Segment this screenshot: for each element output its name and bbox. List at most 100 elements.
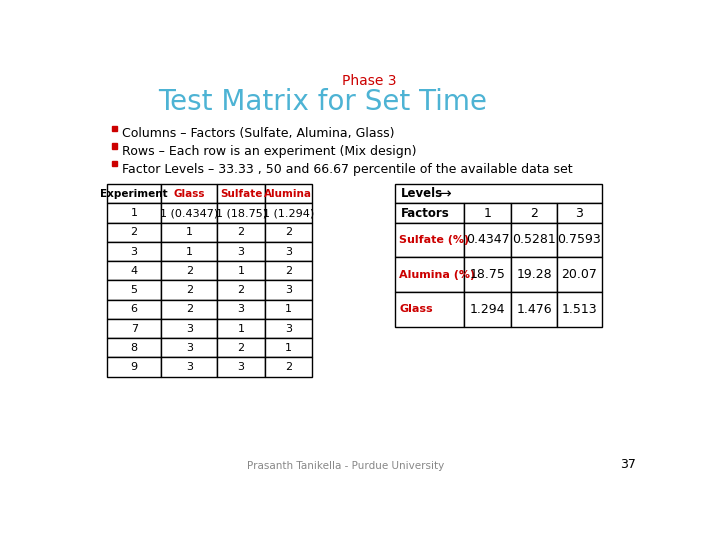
Bar xyxy=(265,261,312,280)
Bar xyxy=(395,204,464,222)
Text: 3: 3 xyxy=(130,247,138,256)
Text: 1.513: 1.513 xyxy=(562,303,597,316)
Bar xyxy=(464,204,510,222)
Text: 2: 2 xyxy=(130,227,138,237)
Bar xyxy=(265,204,312,222)
Text: 1: 1 xyxy=(186,247,193,256)
Text: 19.28: 19.28 xyxy=(516,268,552,281)
Text: Factor Levels – 33.33 , 50 and 66.67 percentile of the available data set: Factor Levels – 33.33 , 50 and 66.67 per… xyxy=(122,163,572,176)
Text: 1 (1.294): 1 (1.294) xyxy=(263,208,314,218)
Text: Alumina: Alumina xyxy=(264,189,312,199)
Text: 2: 2 xyxy=(285,266,292,276)
Text: 37: 37 xyxy=(621,458,636,471)
Text: 1 (18.75): 1 (18.75) xyxy=(215,208,266,218)
Bar xyxy=(161,242,217,261)
Text: Sulfate: Sulfate xyxy=(220,189,262,199)
Bar xyxy=(265,338,312,357)
Bar xyxy=(107,357,161,377)
Text: 3: 3 xyxy=(238,304,245,314)
Text: Prasanth Tanikella - Purdue University: Prasanth Tanikella - Purdue University xyxy=(247,461,444,471)
Bar xyxy=(510,204,557,222)
Text: 0.4347: 0.4347 xyxy=(466,233,509,246)
Bar xyxy=(265,319,312,338)
Bar xyxy=(107,338,161,357)
Bar xyxy=(161,300,217,319)
Bar xyxy=(265,280,312,300)
Bar xyxy=(217,357,265,377)
Bar xyxy=(464,292,510,327)
Text: 1: 1 xyxy=(186,227,193,237)
Text: 0.7593: 0.7593 xyxy=(557,233,601,246)
Text: 3: 3 xyxy=(285,247,292,256)
Text: 2: 2 xyxy=(186,285,193,295)
Bar xyxy=(557,292,601,327)
Text: Rows – Each row is an experiment (Mix design): Rows – Each row is an experiment (Mix de… xyxy=(122,145,416,158)
Bar xyxy=(557,222,601,257)
Bar xyxy=(217,280,265,300)
Text: 20.07: 20.07 xyxy=(562,268,598,281)
Text: 18.75: 18.75 xyxy=(469,268,505,281)
Text: 2: 2 xyxy=(238,343,245,353)
Bar xyxy=(217,319,265,338)
Bar xyxy=(161,357,217,377)
Bar xyxy=(395,292,464,327)
Bar xyxy=(464,222,510,257)
Text: 1: 1 xyxy=(285,343,292,353)
Bar xyxy=(161,280,217,300)
Text: 2: 2 xyxy=(238,227,245,237)
Bar xyxy=(112,161,117,166)
Text: 3: 3 xyxy=(186,362,193,372)
Text: 2: 2 xyxy=(285,362,292,372)
Bar xyxy=(265,184,312,204)
Bar xyxy=(557,257,601,292)
Bar xyxy=(161,204,217,222)
Bar xyxy=(161,222,217,242)
Bar xyxy=(395,222,464,257)
Text: 0.5281: 0.5281 xyxy=(512,233,556,246)
Bar xyxy=(217,338,265,357)
Text: 1: 1 xyxy=(484,206,492,220)
Bar xyxy=(510,222,557,257)
Text: 3: 3 xyxy=(575,206,583,220)
Text: 2: 2 xyxy=(285,227,292,237)
Text: Alumina (%): Alumina (%) xyxy=(399,269,475,280)
Text: Glass: Glass xyxy=(174,189,205,199)
Text: 8: 8 xyxy=(130,343,138,353)
Bar xyxy=(107,242,161,261)
Bar xyxy=(107,184,161,204)
Text: 2: 2 xyxy=(186,266,193,276)
Bar xyxy=(107,261,161,280)
Text: Factors: Factors xyxy=(401,206,449,220)
Bar xyxy=(161,261,217,280)
Text: 1.476: 1.476 xyxy=(516,303,552,316)
Text: 2: 2 xyxy=(238,285,245,295)
Text: 2: 2 xyxy=(186,304,193,314)
Text: 2: 2 xyxy=(530,206,538,220)
Bar xyxy=(107,300,161,319)
Bar xyxy=(107,319,161,338)
Bar xyxy=(217,261,265,280)
Bar xyxy=(217,204,265,222)
Bar xyxy=(395,184,601,204)
Bar xyxy=(265,300,312,319)
Bar xyxy=(265,242,312,261)
Text: Experiment: Experiment xyxy=(100,189,168,199)
Text: 1: 1 xyxy=(285,304,292,314)
Bar xyxy=(464,257,510,292)
Bar xyxy=(217,184,265,204)
Text: Test Matrix for Set Time: Test Matrix for Set Time xyxy=(158,88,487,116)
Text: 3: 3 xyxy=(285,323,292,334)
Bar xyxy=(112,143,117,148)
Text: Columns – Factors (Sulfate, Alumina, Glass): Columns – Factors (Sulfate, Alumina, Gla… xyxy=(122,127,395,140)
Bar xyxy=(112,126,117,131)
Bar xyxy=(510,292,557,327)
Text: 1: 1 xyxy=(238,266,245,276)
Bar xyxy=(161,319,217,338)
Text: 1 (0.4347): 1 (0.4347) xyxy=(160,208,218,218)
Bar xyxy=(107,204,161,222)
Bar xyxy=(265,357,312,377)
Text: 1: 1 xyxy=(130,208,138,218)
Bar xyxy=(107,280,161,300)
Text: Glass: Glass xyxy=(399,304,433,314)
Bar xyxy=(265,222,312,242)
